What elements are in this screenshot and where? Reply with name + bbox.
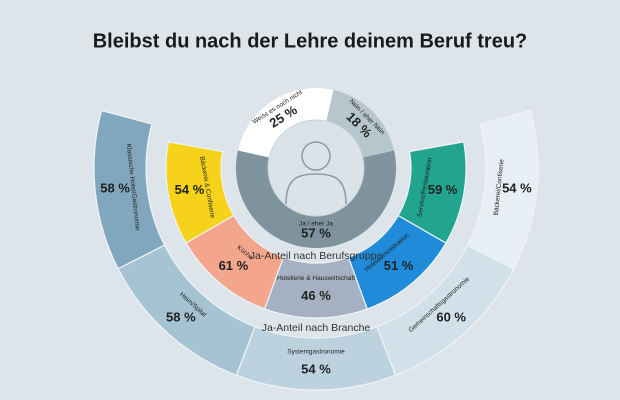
category-label: Ja / eher Ja	[299, 221, 333, 228]
ring-segment	[263, 256, 369, 319]
person-head	[301, 141, 331, 171]
value-label: 54 %	[175, 182, 205, 197]
ring-segment	[397, 141, 467, 244]
value-label: 58 %	[100, 181, 130, 196]
ring-segment	[347, 214, 447, 310]
value-label: 61 %	[219, 258, 249, 273]
value-label: 46 %	[301, 288, 331, 303]
pie-slice	[236, 150, 396, 249]
ring-segment	[185, 214, 285, 310]
pie-slice	[326, 89, 395, 158]
pie-slice	[237, 88, 334, 158]
category-label: Hotellerie & Hauswirtschaft	[277, 275, 355, 282]
value-label: 51 %	[384, 258, 414, 273]
value-label: 59 %	[428, 182, 458, 197]
person-body	[285, 173, 347, 205]
ring-segment	[376, 244, 515, 377]
ring-segment	[235, 325, 397, 391]
chart-title: Bleibst du nach der Lehre deinem Beruf t…	[93, 30, 528, 52]
ring-segment	[117, 244, 256, 377]
ring-title: Ja-Anteil nach Branche	[262, 322, 371, 334]
ring-title: Ja-Anteil nach Berufsgruppe	[250, 250, 383, 262]
ring-segment	[93, 109, 166, 270]
ring-segment	[165, 141, 235, 244]
value-label: 60 %	[436, 310, 466, 325]
value-label: 54 %	[301, 361, 331, 376]
value-label: 54 %	[502, 181, 532, 196]
center-disc	[267, 119, 365, 217]
value-label: 57 %	[301, 225, 331, 240]
ring-segment	[466, 109, 539, 270]
category-label: Systemgastronomie	[287, 349, 345, 356]
value-label: 58 %	[166, 310, 196, 325]
